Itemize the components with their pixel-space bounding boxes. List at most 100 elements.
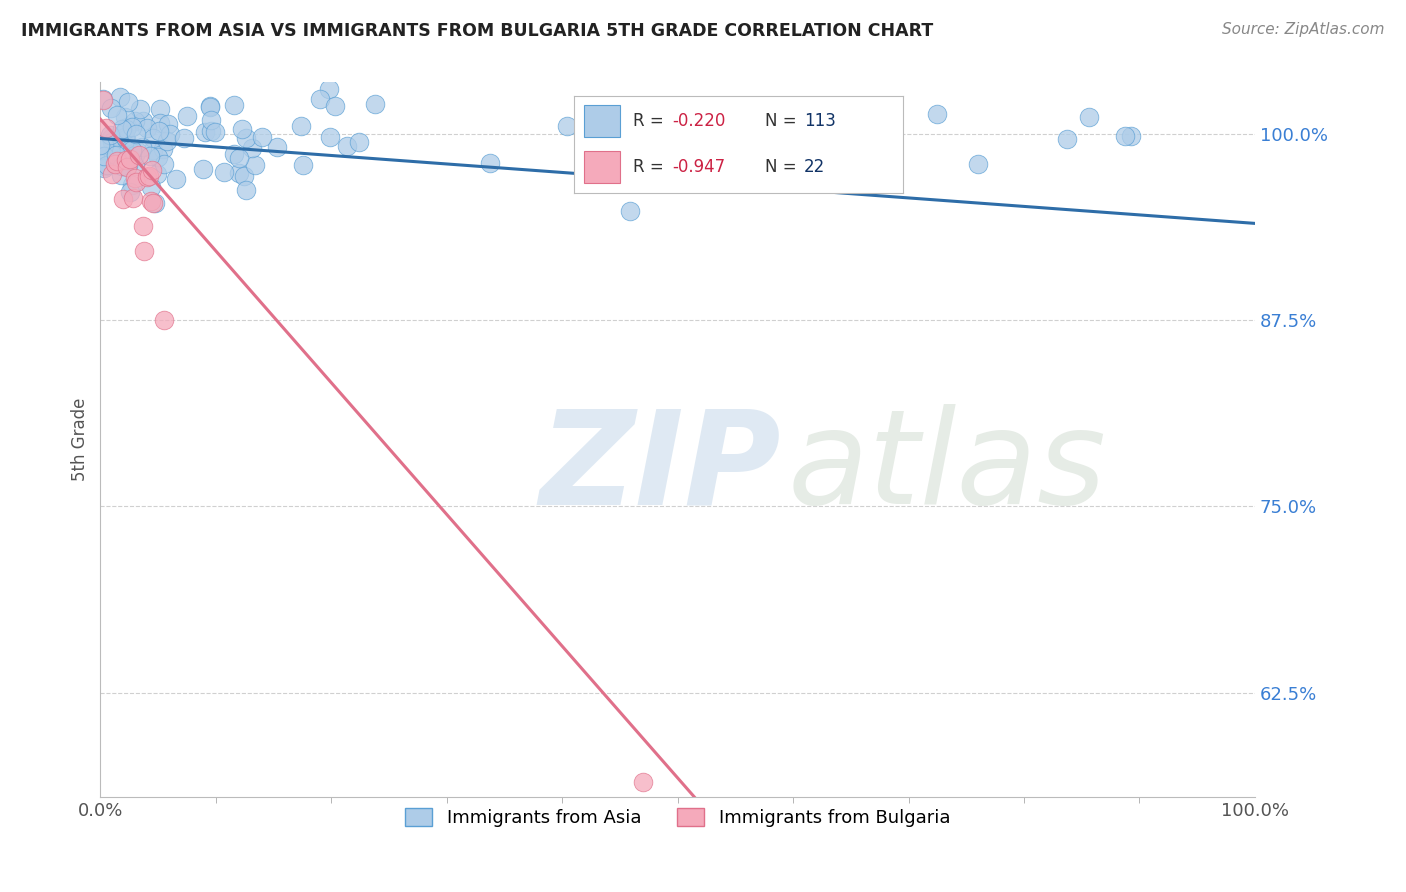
Point <box>148 150 170 164</box>
Point <box>589 127 612 141</box>
Point <box>141 162 163 177</box>
Point <box>1119 129 1142 144</box>
Point <box>585 167 607 181</box>
Point <box>114 130 136 145</box>
Text: ZIP: ZIP <box>538 404 780 532</box>
Point <box>1056 132 1078 146</box>
Point <box>135 169 157 184</box>
Point <box>842 168 865 182</box>
Point <box>121 120 143 134</box>
Point <box>120 185 142 199</box>
Point <box>101 167 124 181</box>
Point <box>121 191 143 205</box>
Point <box>132 244 155 258</box>
Point <box>142 143 165 157</box>
Text: atlas: atlas <box>787 404 1107 532</box>
Point <box>242 141 264 155</box>
Point <box>1114 128 1136 143</box>
Point <box>118 152 141 166</box>
Point <box>364 96 387 111</box>
Point <box>100 101 122 115</box>
Point <box>233 169 256 184</box>
Point <box>224 97 246 112</box>
Point <box>149 103 172 117</box>
Point <box>156 134 179 148</box>
Point <box>194 125 217 139</box>
Legend: Immigrants from Asia, Immigrants from Bulgaria: Immigrants from Asia, Immigrants from Bu… <box>398 800 957 834</box>
Point <box>121 143 143 157</box>
Point <box>319 130 342 145</box>
Point <box>124 148 146 162</box>
Point <box>111 122 134 136</box>
Point <box>666 117 689 131</box>
Point <box>101 148 124 162</box>
Point <box>235 183 257 197</box>
Point <box>479 156 502 170</box>
Point <box>91 93 114 107</box>
Point <box>91 92 114 106</box>
Point <box>872 145 894 160</box>
Point <box>138 169 160 184</box>
Point <box>125 144 148 158</box>
Point <box>118 143 141 157</box>
Point <box>927 106 949 120</box>
Point <box>165 172 187 186</box>
Point <box>290 119 312 133</box>
Point <box>139 194 162 208</box>
Point <box>146 167 169 181</box>
Point <box>114 110 136 124</box>
Point <box>105 154 128 169</box>
Point <box>124 171 146 186</box>
Point <box>966 157 988 171</box>
Point <box>90 149 112 163</box>
Point <box>235 130 257 145</box>
Point <box>139 149 162 163</box>
Point <box>94 159 117 173</box>
Point <box>118 147 141 161</box>
Point <box>128 148 150 162</box>
Point <box>198 99 221 113</box>
Point <box>1078 110 1101 124</box>
Point <box>266 140 288 154</box>
Point <box>114 132 136 146</box>
Point <box>96 157 118 171</box>
Point <box>89 137 111 152</box>
Point <box>128 102 150 116</box>
Point <box>142 196 165 211</box>
Point <box>117 160 139 174</box>
Point <box>115 153 138 167</box>
Point <box>148 123 170 137</box>
Point <box>104 145 127 160</box>
Point <box>117 95 139 110</box>
Point <box>124 160 146 174</box>
Point <box>231 122 253 136</box>
Point <box>631 775 654 789</box>
Point <box>121 178 143 192</box>
Point <box>228 166 250 180</box>
Point <box>141 180 163 194</box>
Point <box>104 157 127 171</box>
Text: Source: ZipAtlas.com: Source: ZipAtlas.com <box>1222 22 1385 37</box>
Point <box>115 122 138 136</box>
Point <box>94 120 117 135</box>
Point <box>848 136 870 151</box>
Point <box>142 131 165 145</box>
Point <box>200 113 222 128</box>
Point <box>107 108 129 122</box>
Point <box>100 131 122 145</box>
Point <box>347 136 370 150</box>
Point <box>115 120 138 134</box>
Point <box>555 119 578 133</box>
Point <box>152 142 174 156</box>
Point <box>125 127 148 141</box>
Point <box>107 142 129 156</box>
Point <box>98 128 121 142</box>
Point <box>131 140 153 154</box>
Point <box>291 158 314 172</box>
Point <box>153 313 176 327</box>
Point <box>117 158 139 172</box>
Point <box>228 151 250 165</box>
Point <box>619 204 641 219</box>
Point <box>156 117 179 131</box>
Point <box>204 125 226 139</box>
